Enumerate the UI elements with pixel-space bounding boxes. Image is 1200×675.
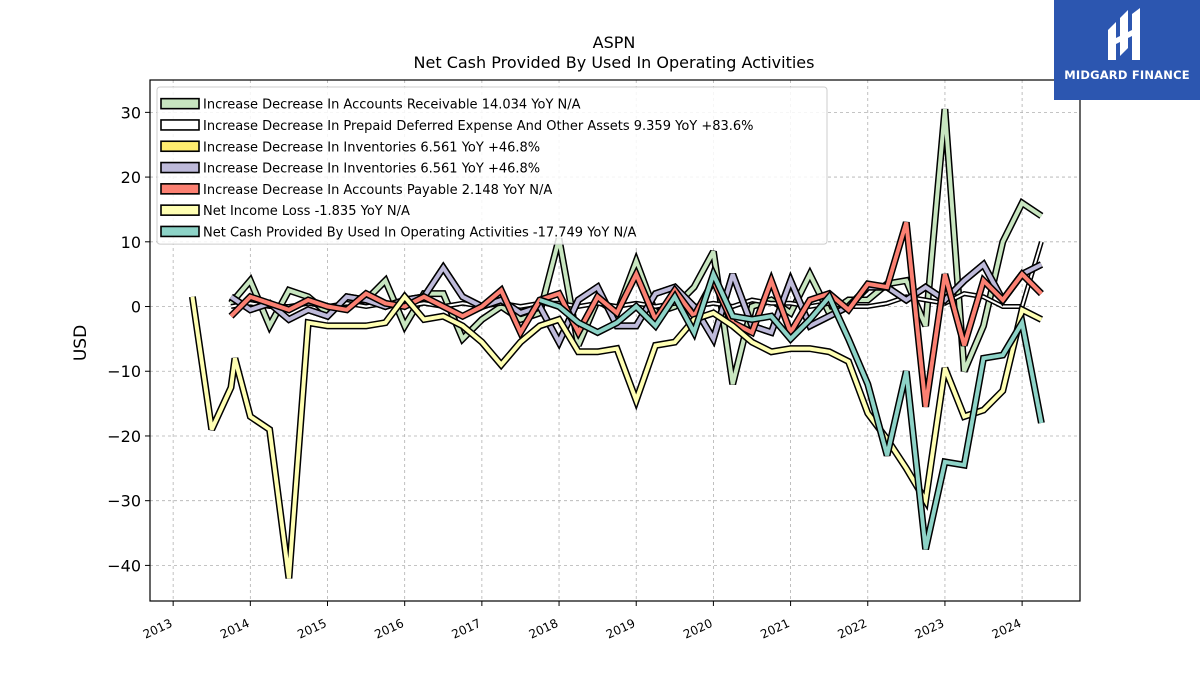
y-tick-label: −20 bbox=[107, 427, 141, 446]
x-tick-label: 2013 bbox=[141, 616, 175, 642]
x-axis: 2013 2014 2015 2016 2017 2018 2019 2020 2021 2022… bbox=[141, 601, 1024, 642]
x-tick-label: 2023 bbox=[913, 616, 947, 642]
x-tick-label: 2024 bbox=[990, 616, 1024, 642]
x-tick-label: 2014 bbox=[218, 616, 252, 642]
legend-swatch bbox=[160, 119, 200, 131]
y-tick-label: 20 bbox=[121, 168, 141, 187]
y-tick-label: −30 bbox=[107, 492, 141, 511]
legend-item: Net Income Loss -1.835 YoY N/A bbox=[160, 204, 410, 219]
legend-label: Net Income Loss -1.835 YoY N/A bbox=[203, 204, 410, 219]
legend-item: Increase Decrease In Accounts Receivable… bbox=[160, 97, 581, 113]
legend-label: Increase Decrease In Inventories 6.561 Y… bbox=[203, 140, 540, 155]
y-axis: 30 20 10 0 −10 −20 −30 −40 bbox=[107, 103, 150, 575]
legend-swatch bbox=[160, 161, 200, 174]
y-tick-label: −40 bbox=[107, 556, 141, 575]
legend-label: Increase Decrease In Accounts Payable 2.… bbox=[203, 183, 552, 198]
legend-item: Increase Decrease In Inventories 6.561 Y… bbox=[160, 161, 540, 177]
x-tick-label: 2019 bbox=[604, 616, 638, 642]
x-tick-label: 2021 bbox=[758, 616, 792, 642]
legend-swatch bbox=[160, 97, 200, 110]
series-lines bbox=[188, 108, 1045, 579]
legend-swatch bbox=[160, 225, 200, 238]
legend-item: Increase Decrease In Prepaid Deferred Ex… bbox=[160, 119, 754, 134]
y-axis-label: USD bbox=[71, 325, 91, 361]
y-tick-label: −10 bbox=[107, 362, 141, 381]
y-tick-label: 10 bbox=[121, 233, 141, 252]
brand-logo: MIDGARD FINANCE bbox=[1054, 0, 1200, 100]
series-line-5 bbox=[228, 221, 1044, 408]
legend-label: Increase Decrease In Inventories 6.561 Y… bbox=[203, 162, 540, 177]
plot-frame bbox=[149, 79, 1081, 602]
series-line-6 bbox=[188, 291, 1043, 579]
legend-item: Net Cash Provided By Used In Operating A… bbox=[160, 225, 637, 240]
chart-subtitle: Net Cash Provided By Used In Operating A… bbox=[414, 53, 815, 72]
legend-swatch bbox=[160, 183, 200, 195]
legend-item: Increase Decrease In Accounts Payable 2.… bbox=[160, 183, 552, 198]
legend-label: Increase Decrease In Accounts Receivable… bbox=[203, 98, 581, 113]
chart-title: ASPN bbox=[593, 33, 636, 52]
x-tick-label: 2017 bbox=[450, 616, 484, 642]
legend-swatch bbox=[160, 140, 200, 153]
y-tick-label: 30 bbox=[121, 103, 141, 122]
x-tick-label: 2016 bbox=[372, 616, 406, 642]
x-tick-label: 2018 bbox=[527, 616, 561, 642]
legend-item: Increase Decrease In Inventories 6.561 Y… bbox=[160, 140, 540, 155]
x-tick-label: 2015 bbox=[295, 616, 329, 642]
series-line-7 bbox=[538, 264, 1045, 550]
midgard-logo-icon bbox=[1108, 8, 1140, 60]
x-tick-label: 2020 bbox=[681, 616, 715, 642]
x-tick-label: 2022 bbox=[835, 616, 869, 642]
y-tick-label: 0 bbox=[131, 298, 141, 317]
legend-label: Increase Decrease In Prepaid Deferred Ex… bbox=[203, 119, 754, 134]
series-line-4 bbox=[229, 259, 1043, 350]
legend: Increase Decrease In Accounts Receivable… bbox=[156, 86, 828, 245]
legend-swatch bbox=[160, 204, 200, 216]
brand-name: MIDGARD FINANCE bbox=[1064, 68, 1190, 82]
legend-label: Net Cash Provided By Used In Operating A… bbox=[203, 225, 637, 240]
